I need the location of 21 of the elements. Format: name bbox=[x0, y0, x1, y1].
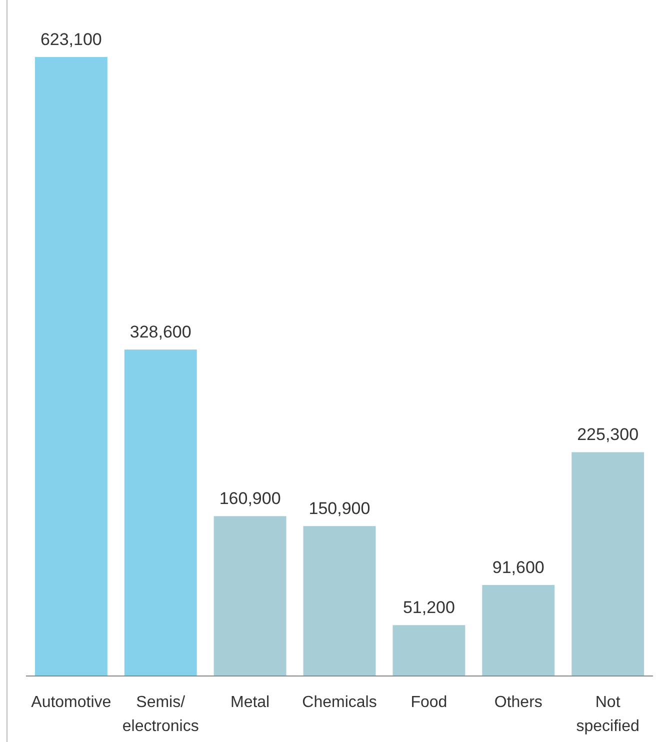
data-label: 150,900 bbox=[308, 499, 370, 518]
bar bbox=[124, 350, 197, 676]
x-tick-label: Food bbox=[410, 694, 448, 711]
data-label: 51,200 bbox=[402, 598, 455, 618]
x-tick-label: Automotive bbox=[31, 694, 112, 711]
data-label: 328,600 bbox=[130, 322, 192, 342]
data-label: 160,900 bbox=[219, 489, 281, 508]
bar bbox=[214, 516, 286, 676]
data-label: 91,600 bbox=[492, 558, 544, 578]
bar bbox=[34, 57, 108, 676]
x-tick-label: Not specified bbox=[576, 694, 640, 735]
data-label: 225,300 bbox=[577, 425, 639, 444]
bar bbox=[572, 452, 644, 676]
data-label: 623,100 bbox=[40, 30, 102, 49]
bar bbox=[392, 625, 466, 676]
x-tick-label: Semis/ electronics bbox=[122, 694, 199, 735]
bar bbox=[303, 526, 376, 676]
x-tick-label: Chemicals bbox=[302, 694, 377, 711]
bar bbox=[482, 585, 555, 676]
x-tick-label: Metal bbox=[230, 694, 270, 711]
x-tick-label: Others bbox=[494, 694, 542, 711]
